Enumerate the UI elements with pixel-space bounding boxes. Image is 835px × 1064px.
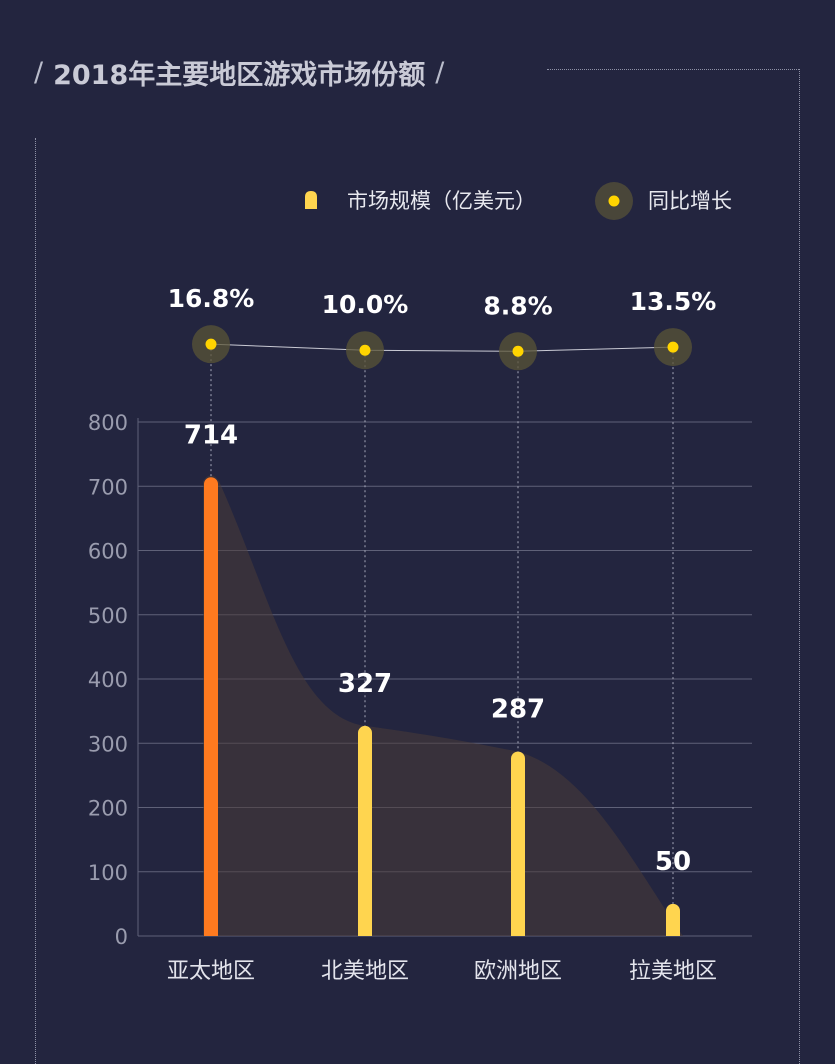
y-tick-label: 700 (88, 475, 128, 499)
bar-value-label: 327 (338, 669, 392, 699)
y-tick-label: 600 (88, 540, 128, 564)
bar-legend-icon (305, 191, 317, 209)
growth-value-label: 10.0% (322, 290, 409, 319)
right-frame-line (799, 69, 800, 1064)
legend-label-growth: 同比增长 (648, 189, 732, 213)
growth-value-label: 13.5% (630, 287, 717, 316)
dot-legend-icon (608, 195, 620, 207)
x-category-label: 拉美地区 (629, 959, 717, 984)
y-tick-label: 0 (115, 925, 128, 949)
title-divider (547, 69, 799, 70)
growth-line (210, 343, 674, 352)
bar (511, 751, 525, 936)
growth-point (512, 345, 524, 357)
title-slash-right: / (435, 56, 445, 88)
page-title: 2018年主要地区游戏市场份额 (53, 59, 426, 91)
bar (666, 903, 680, 936)
legend: 市场规模（亿美元） 同比增长 (305, 182, 732, 220)
y-tick-label: 100 (88, 861, 128, 885)
bar (358, 725, 372, 936)
legend-label-market-size: 市场规模（亿美元） (347, 189, 536, 213)
left-frame-line (35, 138, 36, 1064)
bar-value-label: 287 (491, 695, 545, 725)
title-slash-left: / (34, 56, 44, 88)
bar-value-label: 714 (184, 420, 238, 450)
plot-area: 0 100 200 300 400 500 600 700 800 714 327 287 50 亚太地区… (88, 284, 752, 984)
growth-point (667, 341, 679, 353)
y-tick-label: 300 (88, 732, 128, 756)
y-tick-label: 500 (88, 604, 128, 628)
x-category-label: 北美地区 (321, 959, 409, 984)
growth-point (205, 338, 217, 350)
growth-value-label: 16.8% (168, 284, 255, 313)
growth-point (359, 344, 371, 356)
bar (204, 477, 219, 936)
bar-value-label: 50 (655, 847, 691, 877)
growth-value-label: 8.8% (483, 291, 552, 320)
x-category-label: 欧洲地区 (474, 959, 562, 984)
y-tick-label: 200 (88, 797, 128, 821)
y-tick-label: 400 (88, 668, 128, 692)
y-tick-label: 800 (88, 411, 128, 435)
background-area (203, 475, 683, 936)
title-block: / 2018年主要地区游戏市场份额 / (34, 52, 444, 92)
x-category-label: 亚太地区 (167, 959, 255, 984)
